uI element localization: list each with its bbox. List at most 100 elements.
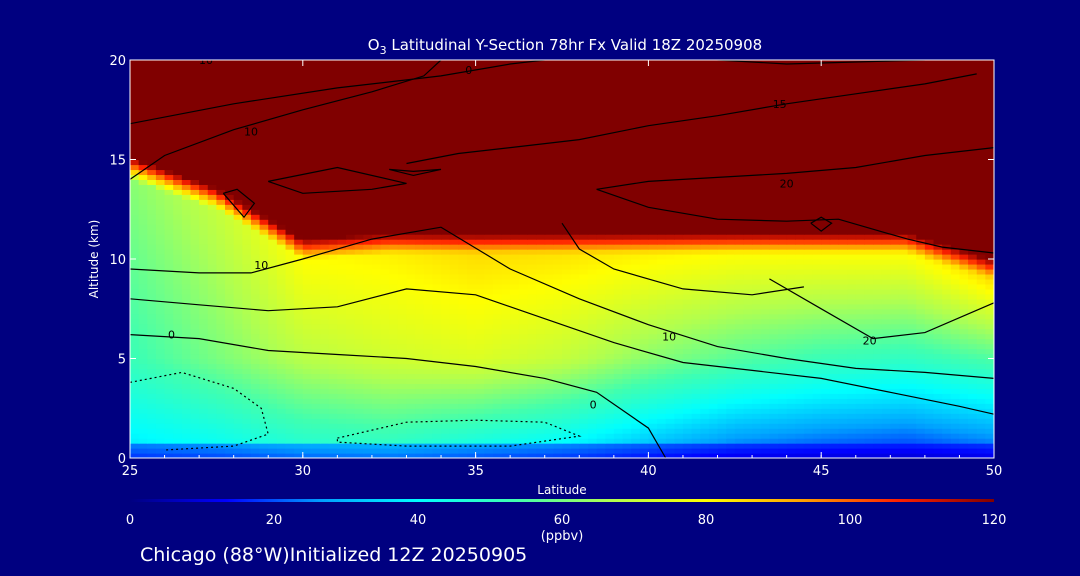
heatmap-cell [648,408,658,414]
heatmap-cell [691,249,701,255]
heatmap-cell [207,219,217,225]
heatmap-cell [682,363,693,370]
heatmap-cell [786,428,796,434]
heatmap-cell [942,278,952,285]
heatmap-cell [553,278,563,285]
heatmap-cell [752,338,762,345]
heatmap-cell [147,283,157,290]
heatmap-cell [812,418,822,424]
heatmap-cell [743,358,753,365]
heatmap-cell [544,368,554,375]
heatmap-cell [605,308,615,315]
heatmap-cell [657,249,667,255]
heatmap-cell [657,283,667,290]
heatmap-cell [371,313,382,320]
heatmap-cell [501,293,511,300]
heatmap-cell [484,443,494,449]
heatmap-cell [397,358,408,365]
heatmap-cell [527,283,537,290]
heatmap-cell [190,428,200,434]
heatmap-cell [916,403,926,409]
heatmap-cell [959,268,969,275]
heatmap-cell [458,353,468,360]
heatmap-cell [518,418,529,424]
heatmap-cell [285,313,295,320]
heatmap-cell [976,363,986,370]
heatmap-cell [648,268,658,275]
heatmap-cell [294,368,304,375]
heatmap-cell [613,408,624,414]
heatmap-cell [864,398,874,404]
heatmap-cell [691,443,701,449]
heatmap-cell [518,443,529,449]
heatmap-cell [397,453,408,458]
heatmap-cell [518,214,529,220]
heatmap-cell [276,353,287,360]
heatmap-cell [199,348,209,355]
heatmap-cell [924,219,935,225]
heatmap-cell [933,448,943,454]
heatmap-cell [302,438,313,444]
heatmap-cell [847,328,857,335]
heatmap-cell [778,443,788,449]
heatmap-cell [760,268,770,275]
heatmap-cell [354,229,364,235]
heatmap-cell [207,313,217,320]
heatmap-cell [553,393,563,399]
heatmap-cell [562,363,572,370]
heatmap-cell [199,234,209,240]
heatmap-cell [916,348,926,355]
heatmap-cell [648,333,658,340]
heatmap-cell [847,338,857,345]
heatmap-cell [786,338,796,345]
heatmap-cell [881,443,891,449]
heatmap-cell [415,288,425,295]
heatmap-cell [855,368,865,375]
heatmap-cell [752,373,762,379]
heatmap-cell [181,323,192,330]
heatmap-cell [812,249,822,255]
heatmap-cell [838,423,848,429]
heatmap-cell [320,313,330,320]
heatmap-cell [138,249,148,255]
heatmap-cell [976,353,986,360]
heatmap-cell [475,388,485,394]
heatmap-cell [130,333,140,340]
heatmap-cell [190,278,200,285]
heatmap-cell [484,273,494,280]
heatmap-cell [389,239,399,245]
heatmap-cell [985,448,994,454]
heatmap-cell [181,358,192,365]
heatmap-cell [389,423,399,429]
heatmap-cell [631,333,641,340]
heatmap-cell [138,403,148,409]
heatmap-cell [682,418,693,424]
heatmap-cell [622,219,632,225]
heatmap-cell [225,219,235,225]
heatmap-cell [501,413,511,419]
heatmap-cell [924,353,935,360]
heatmap-cell [985,383,994,389]
heatmap-cell [199,368,209,375]
heatmap-cell [898,308,909,315]
heatmap-cell [829,338,840,345]
heatmap-cell [665,278,675,285]
heatmap-cell [553,323,563,330]
heatmap-cell [190,333,200,340]
heatmap-cell [536,328,546,335]
heatmap-cell [371,333,382,340]
heatmap-cell [518,388,529,394]
heatmap-cell [466,209,477,215]
heatmap-cell [587,234,598,240]
heatmap-cell [821,438,831,444]
heatmap-cell [942,268,952,275]
heatmap-cell [933,219,943,225]
heatmap-cell [890,388,900,394]
heatmap-cell [587,338,598,345]
heatmap-cell [164,418,174,424]
heatmap-cell [492,219,503,225]
heatmap-cell [484,333,494,340]
heatmap-cell [821,443,831,449]
heatmap-cell [933,348,943,355]
heatmap-cell [821,288,831,295]
